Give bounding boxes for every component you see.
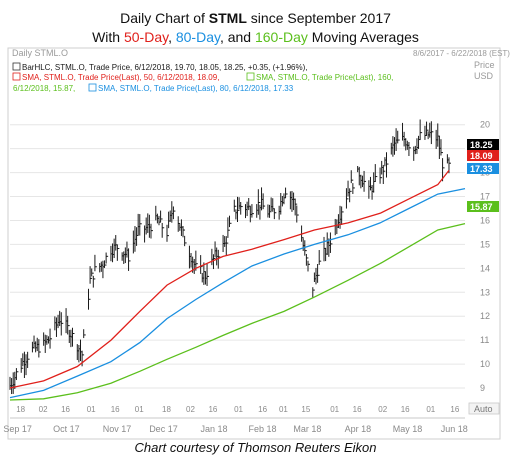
sma50-badge-bg xyxy=(467,150,499,161)
y-tick-label: 16 xyxy=(480,215,490,225)
last-price-badge-bg xyxy=(467,139,499,150)
legend: BarHLC, STML.O, Trade Price, 6/12/2018, … xyxy=(12,62,393,93)
price-bars xyxy=(9,119,451,395)
y-tick-label: 15 xyxy=(480,239,490,249)
x-tick-label: 16 xyxy=(353,405,362,414)
x-month-label: Nov 17 xyxy=(103,424,132,434)
price-badges: 18.25 18.09 17.33 15.87 xyxy=(467,139,499,212)
x-tick-label: 16 xyxy=(208,405,217,414)
legend-line1: BarHLC, STML.O, Trade Price, 6/12/2018, … xyxy=(22,63,308,72)
x-tick-label: 01 xyxy=(330,405,339,414)
x-month-label: Feb 18 xyxy=(249,424,277,434)
chart-frame xyxy=(7,47,501,440)
sma-160-line xyxy=(9,222,466,401)
auto-button[interactable] xyxy=(468,402,500,415)
y-tick-label: 11 xyxy=(480,335,489,345)
y-tick-label: 17 xyxy=(480,192,490,202)
x-tick-label: 18 xyxy=(162,405,171,414)
x-tick-label: 16 xyxy=(258,405,267,414)
y-tick-label: 20 xyxy=(480,120,490,130)
x-tick-label: 16 xyxy=(450,405,459,414)
last-price-badge: 18.25 xyxy=(470,140,493,150)
chart-title-line1: Daily Chart of STML since September 2017 xyxy=(120,10,391,26)
y-tick-label: 13 xyxy=(480,287,490,297)
x-tick-label: 15 xyxy=(301,405,310,414)
legend-sma80-icon xyxy=(88,83,97,92)
sma80-badge-bg xyxy=(467,163,499,174)
x-month-label: Sep 17 xyxy=(3,424,32,434)
sma-50-line xyxy=(9,169,450,389)
x-tick-label: 01 xyxy=(87,405,96,414)
header-right: 8/6/2017 - 6/22/2018 (EST) xyxy=(413,49,510,58)
legend-bar-icon xyxy=(12,62,21,71)
x-tick-label: 16 xyxy=(401,405,410,414)
x-month-label: May 18 xyxy=(393,424,423,434)
x-tick-label: 02 xyxy=(39,405,48,414)
legend-sma160: SMA, STML.O, Trade Price(Last), 160, xyxy=(256,73,393,82)
x-tick-label: 16 xyxy=(61,405,70,414)
x-tick-label: 16 xyxy=(111,405,120,414)
header-left: Daily STML.O xyxy=(12,48,68,58)
legend-sma80: SMA, STML.O, Trade Price(Last), 80, 6/12… xyxy=(98,84,294,93)
moving-averages xyxy=(9,169,466,401)
x-month-label: Jan 18 xyxy=(200,424,227,434)
x-tick-label: 01 xyxy=(426,405,435,414)
chart-title-line2: With 50-Day, 80-Day, and 160-Day Moving … xyxy=(92,29,419,45)
legend-sma50: SMA, STML.O, Trade Price(Last), 50, 6/12… xyxy=(22,73,219,82)
sma160-badge: 15.87 xyxy=(470,202,493,212)
x-tick-label: 02 xyxy=(186,405,195,414)
x-tick-label: 02 xyxy=(378,405,387,414)
sma50-badge: 18.09 xyxy=(470,151,493,161)
x-axis-ticks: 18 02 16 01 16 01 18 02 16 01 16 01 15 01 16 02 16 01 16 Se… xyxy=(3,405,467,434)
x-month-label: Oct 17 xyxy=(53,424,80,434)
x-month-label: Mar 18 xyxy=(293,424,321,434)
sma80-badge: 17.33 xyxy=(470,164,493,174)
x-tick-label: 18 xyxy=(16,405,25,414)
x-tick-label: 01 xyxy=(234,405,243,414)
y-tick-label: 12 xyxy=(480,311,490,321)
legend-sma160-icon xyxy=(246,72,255,81)
chart-caption: Chart courtesy of Thomson Reuters Eikon xyxy=(134,440,377,455)
legend-sma160-cont: 6/12/2018, 15.87, xyxy=(13,84,75,93)
x-month-label: Apr 18 xyxy=(345,424,372,434)
x-month-label: Jun 18 xyxy=(441,424,468,434)
y-tick-label: 14 xyxy=(480,263,490,273)
x-tick-label: 01 xyxy=(135,405,144,414)
usd-label: USD xyxy=(474,71,494,81)
x-month-label: Dec 17 xyxy=(149,424,178,434)
legend-sma50-icon xyxy=(12,72,21,81)
sma-80-line xyxy=(9,187,466,399)
y-tick-label: 10 xyxy=(480,359,490,369)
sma160-badge-bg xyxy=(467,201,499,212)
auto-label: Auto xyxy=(474,404,493,414)
price-label: Price xyxy=(474,60,495,70)
x-tick-label: 01 xyxy=(279,405,288,414)
y-tick-label: 9 xyxy=(480,383,485,393)
